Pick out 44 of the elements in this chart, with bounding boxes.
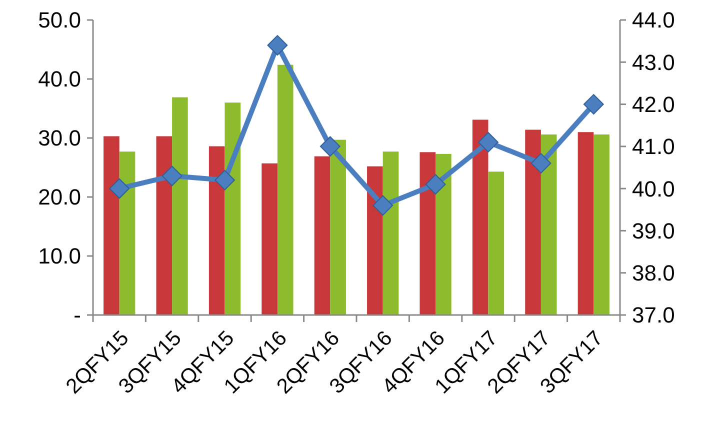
y2-tick-label: 43.0	[632, 50, 675, 75]
bar	[472, 120, 488, 315]
y-tick-label: 50.0	[38, 8, 81, 33]
y-tick-label: -	[74, 302, 81, 328]
bar	[172, 97, 188, 315]
point	[478, 132, 498, 152]
y2-tick-label: 40.0	[632, 176, 675, 202]
bar	[330, 140, 346, 315]
bar	[525, 130, 541, 315]
bar	[104, 136, 120, 315]
y2-tick-label: 37.0	[632, 302, 675, 328]
bar	[208, 146, 225, 315]
y2-tick-label: 41.0	[632, 134, 675, 160]
bar	[488, 172, 504, 315]
bar	[314, 156, 330, 315]
bar	[262, 163, 278, 315]
point	[162, 166, 182, 186]
bar	[436, 154, 452, 315]
point	[530, 153, 552, 174]
point	[583, 94, 604, 114]
y-tick-label: 30.0	[38, 126, 81, 151]
y2-tick-label: 39.0	[632, 218, 675, 244]
point	[320, 136, 340, 157]
bar	[277, 64, 294, 315]
point	[372, 195, 394, 216]
point	[267, 35, 288, 56]
bar	[382, 152, 399, 315]
y2-tick-label: 44.0	[632, 8, 675, 33]
y2-tick-label: 42.0	[632, 92, 675, 117]
y-tick-label: 10.0	[38, 244, 81, 269]
point	[109, 178, 130, 199]
bar	[156, 136, 172, 315]
y2-tick-label: 38.0	[632, 260, 675, 286]
bar	[224, 102, 241, 315]
bar	[594, 134, 610, 315]
bar	[367, 166, 383, 315]
bar	[578, 132, 594, 315]
y-tick-label: 20.0	[38, 184, 81, 210]
point	[425, 174, 446, 195]
bar	[540, 134, 557, 315]
y-tick-label: 40.0	[38, 66, 81, 92]
bar	[119, 152, 136, 315]
bar	[420, 152, 436, 315]
point	[214, 170, 235, 190]
